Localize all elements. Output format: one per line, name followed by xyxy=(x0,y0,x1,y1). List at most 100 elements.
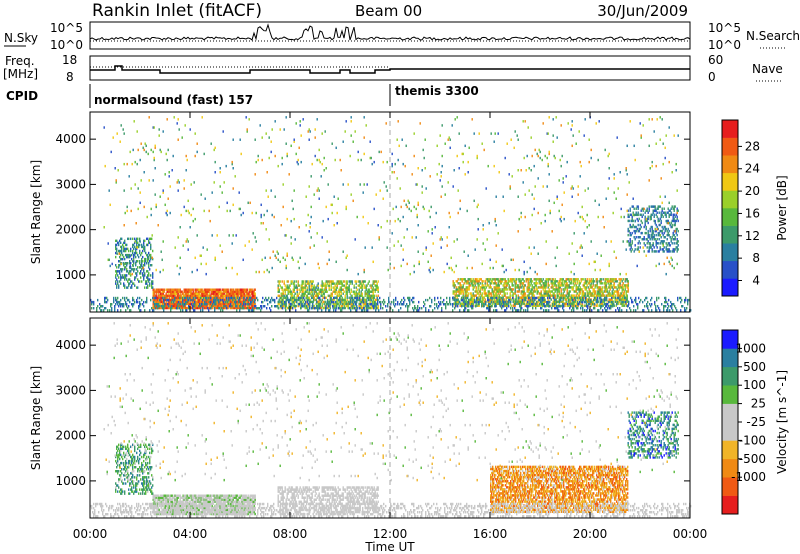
echo-cell xyxy=(345,288,347,291)
echo-cell xyxy=(496,290,498,293)
echo-cell xyxy=(336,284,338,287)
echo-cell xyxy=(265,296,267,300)
echo-cell xyxy=(628,242,630,245)
echo-cell xyxy=(614,286,616,289)
echo-cell xyxy=(655,213,657,217)
echo-cell xyxy=(374,303,376,306)
echo-cell xyxy=(513,278,515,281)
echo-cell xyxy=(153,309,155,312)
echo-cell xyxy=(201,292,203,295)
echo-cell xyxy=(184,294,186,298)
echo-cell xyxy=(332,286,334,289)
echo-cell xyxy=(219,296,221,300)
echo-cell xyxy=(567,296,569,299)
echo-cell xyxy=(125,243,127,247)
echo-cell xyxy=(123,255,125,259)
echo-cell xyxy=(248,298,250,302)
echo-cell xyxy=(656,242,658,245)
echo-cell xyxy=(171,290,173,293)
echo-cell xyxy=(362,302,364,306)
echo-cell xyxy=(656,211,658,214)
echo-cell xyxy=(225,300,227,304)
echo-cell xyxy=(196,306,198,310)
echo-cell xyxy=(367,292,369,295)
echo-cell xyxy=(499,290,501,293)
echo-cell xyxy=(542,296,544,300)
echo-cell xyxy=(468,288,470,291)
echo-cell xyxy=(587,294,589,297)
echo-cell xyxy=(189,302,191,306)
echo-cell xyxy=(183,306,185,310)
echo-cell xyxy=(647,229,649,233)
echo-cell xyxy=(610,298,612,301)
echo-cell xyxy=(646,219,648,223)
echo-cell xyxy=(93,300,95,304)
echo-cell xyxy=(489,284,491,287)
echo-cell xyxy=(465,286,467,289)
echo-cell xyxy=(664,227,666,231)
echo-cell xyxy=(143,278,145,281)
echo-cell xyxy=(216,296,218,300)
echo-cell xyxy=(504,288,506,291)
echo-cell xyxy=(139,243,141,247)
echo-cell xyxy=(143,241,145,245)
echo-cell xyxy=(615,309,617,312)
echo-cell xyxy=(595,294,597,297)
echo-cell xyxy=(136,243,138,247)
echo-cell xyxy=(143,247,145,251)
echo-cell xyxy=(159,300,161,304)
echo-cell xyxy=(196,292,198,295)
echo-cell xyxy=(310,300,312,304)
echo-cell xyxy=(235,305,237,308)
echo-cell xyxy=(484,288,486,291)
echo-cell xyxy=(117,274,119,277)
echo-cell xyxy=(185,306,187,310)
echo-cell xyxy=(602,292,604,295)
echo-cell xyxy=(470,305,472,308)
echo-cell xyxy=(205,294,207,298)
echo-cell xyxy=(655,233,657,237)
echo-cell xyxy=(340,280,342,283)
echo-cell xyxy=(137,270,139,273)
echo-cell xyxy=(364,286,366,289)
echo-cell xyxy=(542,294,544,297)
echo-cell xyxy=(520,298,522,301)
echo-cell xyxy=(539,294,541,297)
echo-cell xyxy=(232,304,234,308)
echo-cell xyxy=(635,225,637,229)
echo-cell xyxy=(321,286,323,289)
echo-cell xyxy=(476,298,478,302)
echo-cell xyxy=(305,290,307,293)
echo-cell xyxy=(467,296,469,300)
echo-cell xyxy=(244,300,246,304)
echo-cell xyxy=(599,292,601,295)
echo-cell xyxy=(124,266,126,269)
echo-cell xyxy=(551,290,553,293)
echo-cell xyxy=(311,284,313,287)
echo-cell xyxy=(610,294,612,297)
echo-cell xyxy=(578,288,580,291)
echo-cell xyxy=(598,294,600,297)
echo-cell xyxy=(217,290,219,293)
echo-cell xyxy=(572,298,574,302)
echo-cell xyxy=(139,296,141,300)
echo-cell xyxy=(339,296,341,300)
echo-cell xyxy=(126,255,128,259)
echo-cell xyxy=(601,294,603,297)
echo-cell xyxy=(565,286,567,289)
echo-cell xyxy=(597,296,599,300)
echo-cell xyxy=(183,303,185,306)
echo-cell xyxy=(306,286,308,289)
echo-cell xyxy=(335,290,337,293)
echo-cell xyxy=(637,305,639,308)
echo-cell xyxy=(331,280,333,283)
echo-cell xyxy=(639,242,641,245)
echo-cell xyxy=(140,303,142,306)
echo-cell xyxy=(159,288,161,291)
echo-cell xyxy=(541,296,543,300)
echo-cell xyxy=(325,284,327,287)
echo-cell xyxy=(168,298,170,302)
echo-cell xyxy=(278,300,280,304)
echo-cell xyxy=(139,251,141,255)
echo-cell xyxy=(278,288,280,291)
